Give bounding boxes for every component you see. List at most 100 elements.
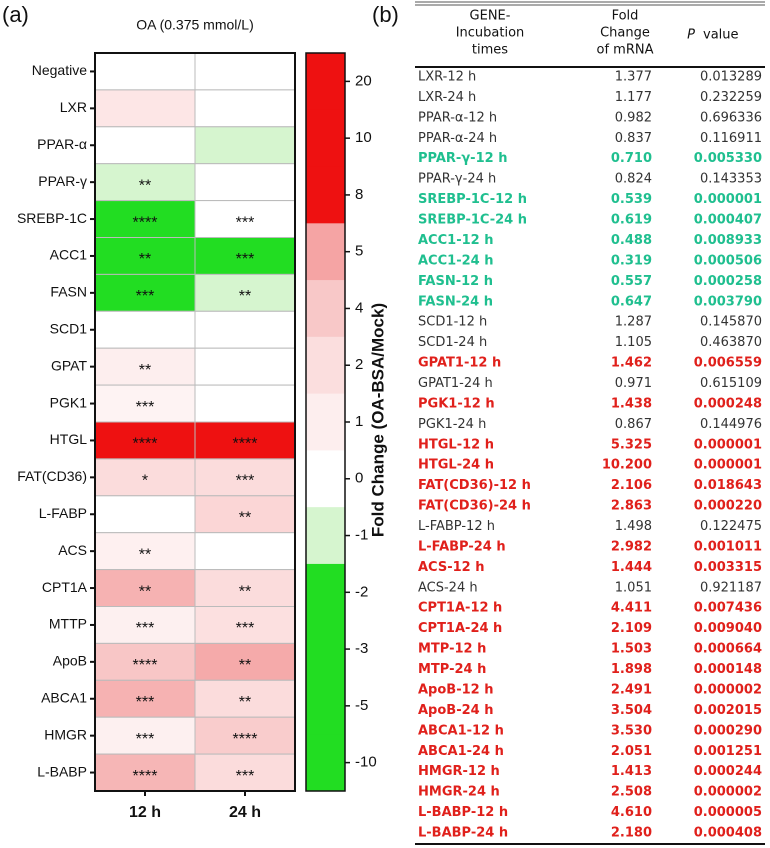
- p-cell: 0.001251: [694, 744, 762, 759]
- gene-cell: PPAR-α-12 h: [418, 110, 497, 125]
- p-cell: 0.000290: [694, 723, 762, 738]
- row-label: HMGR: [44, 726, 87, 742]
- cell: [94, 532, 196, 571]
- gene-cell: LXR-12 h: [418, 70, 476, 85]
- colorbar-band: [306, 620, 345, 678]
- fold-cell: 5.325: [611, 437, 652, 452]
- gene-cell: HTGL-12 h: [418, 437, 494, 452]
- cell-label: **: [139, 177, 151, 194]
- p-cell: 0.000002: [694, 785, 762, 800]
- p-cell: 0.143353: [700, 172, 762, 187]
- p-cell: 0.000244: [694, 764, 762, 779]
- cell-label: **: [239, 509, 251, 526]
- gene-cell: MTP-24 h: [418, 662, 486, 677]
- fold-cell: 2.051: [611, 744, 652, 759]
- colorbar-label: Fold Change (OA-BSA/Mock): [368, 303, 387, 537]
- fold-cell: 0.837: [615, 131, 652, 146]
- fold-cell: 0.867: [615, 417, 652, 432]
- colorbar-tick-label: -2: [355, 583, 368, 600]
- cell: [94, 126, 196, 165]
- row-label: ACS: [58, 542, 87, 558]
- cell: [94, 679, 196, 718]
- fold-cell: 2.491: [611, 682, 652, 697]
- fold-cell: 2.180: [611, 826, 652, 841]
- gene-cell: HMGR-24 h: [418, 785, 500, 800]
- table-header: of mRNA: [597, 43, 654, 58]
- fold-cell: 2.863: [611, 499, 652, 514]
- row-label: SREBP-1C: [17, 210, 87, 226]
- cell: [94, 273, 196, 312]
- column-label: 24 h: [229, 804, 261, 821]
- gene-cell: HTGL-24 h: [418, 458, 494, 473]
- p-cell: 0.013289: [700, 70, 762, 85]
- table-header: Fold: [612, 9, 639, 24]
- colorbar-tick-label: 1: [355, 413, 363, 430]
- p-cell: 0.000258: [694, 274, 762, 289]
- p-cell: 0.000248: [694, 396, 762, 411]
- gene-cell: CPT1A-12 h: [418, 601, 502, 616]
- gene-cell: ACS-24 h: [418, 580, 478, 595]
- row-label: PGK1: [50, 394, 88, 410]
- table-header: value: [703, 28, 739, 43]
- fold-cell: 2.982: [611, 539, 652, 554]
- p-cell: 0.116911: [700, 131, 762, 146]
- fold-cell: 1.051: [615, 580, 652, 595]
- p-cell: 0.000407: [694, 213, 762, 228]
- p-cell: 0.000001: [694, 437, 762, 452]
- p-cell: 0.000664: [694, 642, 762, 657]
- fold-cell: 1.503: [611, 642, 652, 657]
- p-cell: 0.615109: [700, 376, 762, 391]
- cell-label: ***: [136, 694, 155, 711]
- row-label: MTTP: [49, 616, 87, 632]
- gene-cell: ACC1-24 h: [418, 253, 493, 268]
- colorbar-tick-label: 4: [355, 299, 363, 316]
- cell: [194, 52, 296, 91]
- gene-cell: MTP-12 h: [418, 642, 486, 657]
- table-header: P: [687, 28, 695, 43]
- colorbar-band: [306, 53, 345, 111]
- row-label: HTGL: [50, 431, 88, 447]
- fold-cell: 1.377: [615, 70, 652, 85]
- colorbar-band: [306, 280, 345, 338]
- cell-label: **: [139, 546, 151, 563]
- heatmap-frame: [94, 52, 296, 792]
- p-cell: 0.145870: [700, 315, 762, 330]
- fold-cell: 0.971: [615, 376, 652, 391]
- gene-cell: ACS-12 h: [418, 560, 484, 575]
- colorbar-tick-label: -10: [355, 754, 377, 771]
- cell: [194, 421, 296, 460]
- cell: [194, 163, 296, 202]
- p-cell: 0.000001: [694, 458, 762, 473]
- row-label: PPAR-γ: [38, 173, 87, 189]
- gene-cell: ApoB-24 h: [418, 703, 493, 718]
- colorbar-band: [306, 450, 345, 508]
- cell-label: ****: [133, 214, 158, 231]
- cell: [94, 495, 196, 534]
- p-cell: 0.122475: [700, 519, 762, 534]
- p-cell: 0.000002: [694, 682, 762, 697]
- fold-cell: 1.498: [615, 519, 652, 534]
- cell-label: **: [239, 694, 251, 711]
- gene-cell: PPAR-α-24 h: [418, 131, 497, 146]
- gene-cell: FASN-24 h: [418, 294, 493, 309]
- fold-cell: 1.177: [615, 90, 652, 105]
- colorbar-band: [306, 393, 345, 451]
- p-cell: 0.696336: [700, 110, 762, 125]
- cell: [94, 52, 196, 91]
- gene-cell: FAT(CD36)-12 h: [418, 478, 531, 493]
- row-label: Negative: [32, 62, 87, 78]
- table-header: Change: [600, 26, 650, 41]
- cell: [194, 237, 296, 275]
- cell-label: ****: [233, 731, 258, 748]
- colorbar-band: [306, 507, 345, 565]
- fold-cell: 2.109: [611, 621, 652, 636]
- cell: [194, 126, 296, 165]
- gene-cell: ApoB-12 h: [418, 682, 493, 697]
- fold-cell: 0.982: [615, 110, 652, 125]
- cell: [94, 310, 196, 349]
- cell-label: ***: [136, 399, 155, 416]
- table-header: Incubation: [456, 26, 525, 41]
- cell: [194, 716, 296, 755]
- row-label: CPT1A: [42, 579, 88, 595]
- colorbar-band: [306, 677, 345, 735]
